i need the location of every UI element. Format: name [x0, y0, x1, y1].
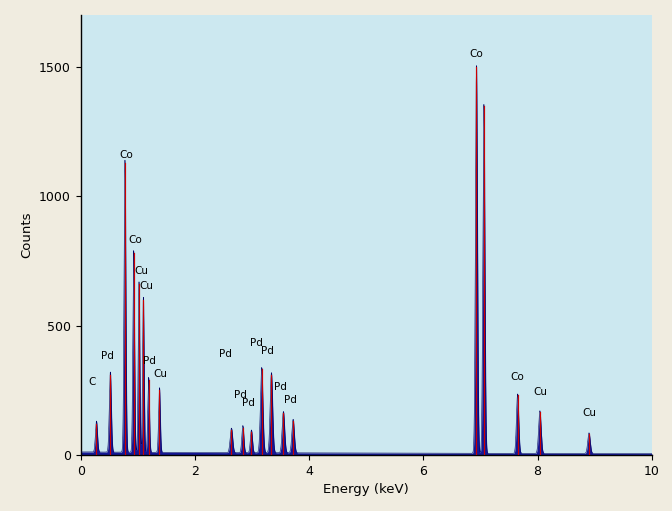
Text: Pd: Pd	[250, 338, 263, 348]
Text: Pd: Pd	[144, 356, 157, 366]
Text: Pd: Pd	[242, 398, 255, 408]
Text: Co: Co	[510, 372, 524, 382]
Text: Co: Co	[469, 49, 482, 59]
Text: Cu: Cu	[134, 266, 149, 276]
X-axis label: Energy (keV): Energy (keV)	[323, 483, 409, 496]
Text: Pd: Pd	[284, 395, 297, 405]
Text: Cu: Cu	[533, 387, 547, 398]
Text: Pd: Pd	[219, 349, 232, 359]
Text: Pd: Pd	[234, 390, 247, 400]
Text: C: C	[88, 377, 95, 387]
Y-axis label: Counts: Counts	[20, 212, 34, 258]
Text: Cu: Cu	[582, 408, 596, 418]
Text: Pd: Pd	[261, 346, 274, 356]
Text: Cu: Cu	[154, 369, 168, 379]
Text: Co: Co	[120, 150, 133, 159]
Text: Pd: Pd	[101, 351, 114, 361]
Text: Pd: Pd	[274, 382, 286, 392]
Text: Co: Co	[128, 235, 142, 245]
Text: Cu: Cu	[139, 282, 153, 291]
